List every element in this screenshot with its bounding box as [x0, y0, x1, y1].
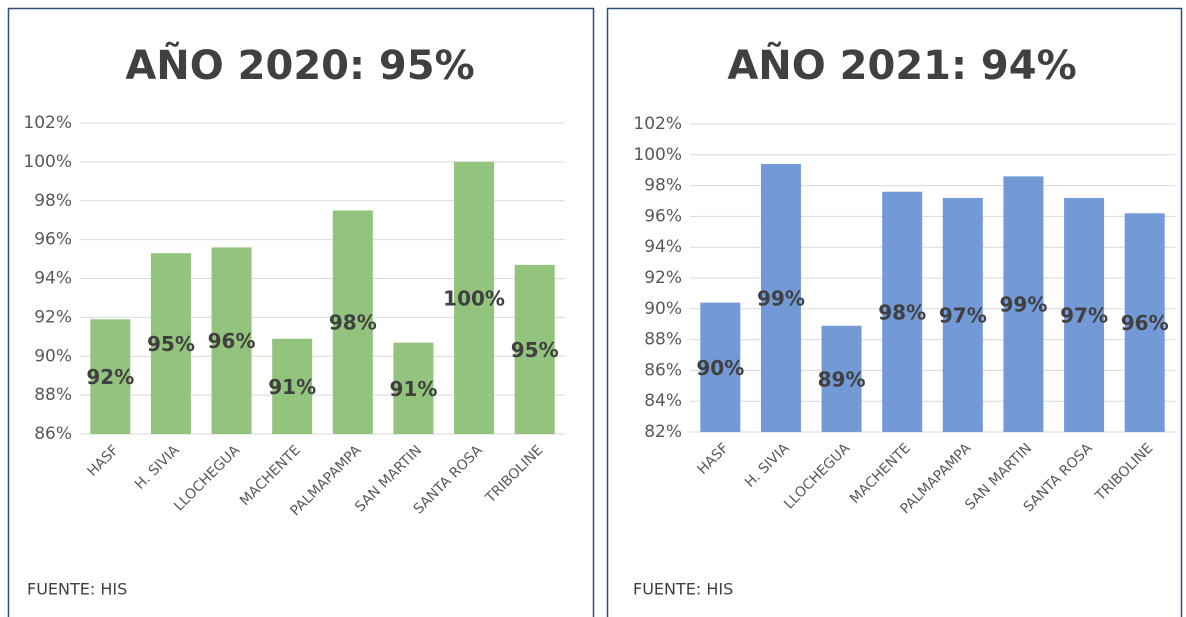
- data-label: 95%: [511, 338, 559, 362]
- data-label: 98%: [329, 311, 377, 335]
- data-label: 89%: [818, 367, 866, 391]
- x-tick-label: MACHENTE: [847, 440, 914, 507]
- x-tick-label: LLOCHEGUA: [781, 440, 853, 512]
- bar: [942, 197, 983, 432]
- y-tick-label: 84%: [644, 391, 682, 411]
- bar: [1124, 213, 1165, 432]
- bar: [821, 325, 862, 432]
- x-tick-label: TRIBOLINE: [482, 442, 546, 506]
- data-label: 91%: [268, 375, 316, 399]
- y-tick-label: 82%: [644, 422, 682, 442]
- x-tick-label: LLOCHEGUA: [171, 442, 243, 514]
- bar: [272, 338, 313, 434]
- bar: [760, 164, 801, 433]
- data-label: 90%: [696, 356, 744, 380]
- data-label: 92%: [86, 365, 134, 389]
- x-tick-label: H. SIVIA: [132, 442, 183, 493]
- x-tick-label: HASF: [84, 442, 122, 480]
- x-tick-label: TRIBOLINE: [1092, 440, 1156, 504]
- y-tick-label: 100%: [633, 145, 682, 165]
- y-tick-label: 86%: [644, 360, 682, 380]
- y-tick-label: 98%: [34, 191, 72, 211]
- bar: [150, 253, 191, 434]
- bar: [393, 342, 434, 434]
- y-tick-label: 96%: [644, 206, 682, 226]
- bar: [700, 302, 741, 432]
- bar: [882, 191, 923, 432]
- footnote: FUENTE: HIS: [633, 580, 733, 599]
- y-tick-label: 96%: [34, 230, 72, 250]
- bar: [514, 264, 555, 434]
- y-tick-label: 100%: [23, 152, 72, 172]
- bar: [332, 210, 373, 434]
- y-tick-label: 94%: [644, 237, 682, 257]
- chart-title: AÑO 2021: 94%: [727, 41, 1076, 89]
- y-tick-label: 92%: [34, 307, 72, 327]
- y-tick-label: 94%: [34, 269, 72, 289]
- panel-border: [7, 7, 595, 617]
- x-tick-label: MACHENTE: [237, 442, 304, 509]
- y-tick-label: 102%: [23, 113, 72, 133]
- data-label: 99%: [757, 287, 805, 311]
- data-label: 96%: [208, 329, 256, 353]
- y-tick-label: 90%: [644, 299, 682, 319]
- x-tick-label: H. SIVIA: [742, 440, 793, 491]
- footnote: FUENTE: HIS: [27, 580, 127, 599]
- chart-title: AÑO 2020: 95%: [125, 41, 474, 89]
- y-tick-label: 90%: [34, 346, 72, 366]
- bar: [211, 247, 252, 434]
- bar: [1003, 176, 1044, 432]
- x-tick-label: HASF: [694, 440, 732, 478]
- y-tick-label: 92%: [644, 268, 682, 288]
- bar: [454, 161, 495, 434]
- data-label: 96%: [1121, 311, 1169, 335]
- bar: [90, 319, 131, 434]
- panel-border: [606, 7, 1183, 617]
- data-label: 97%: [939, 303, 987, 327]
- data-label: 100%: [443, 286, 505, 310]
- bar: [1064, 197, 1105, 432]
- y-tick-label: 98%: [644, 176, 682, 196]
- data-label: 99%: [1000, 293, 1048, 317]
- data-label: 97%: [1060, 303, 1108, 327]
- data-label: 98%: [878, 300, 926, 324]
- data-label: 91%: [390, 377, 438, 401]
- y-tick-label: 88%: [34, 385, 72, 405]
- data-label: 95%: [147, 332, 195, 356]
- y-tick-label: 88%: [644, 330, 682, 350]
- y-tick-label: 86%: [34, 424, 72, 444]
- y-tick-label: 102%: [633, 114, 682, 134]
